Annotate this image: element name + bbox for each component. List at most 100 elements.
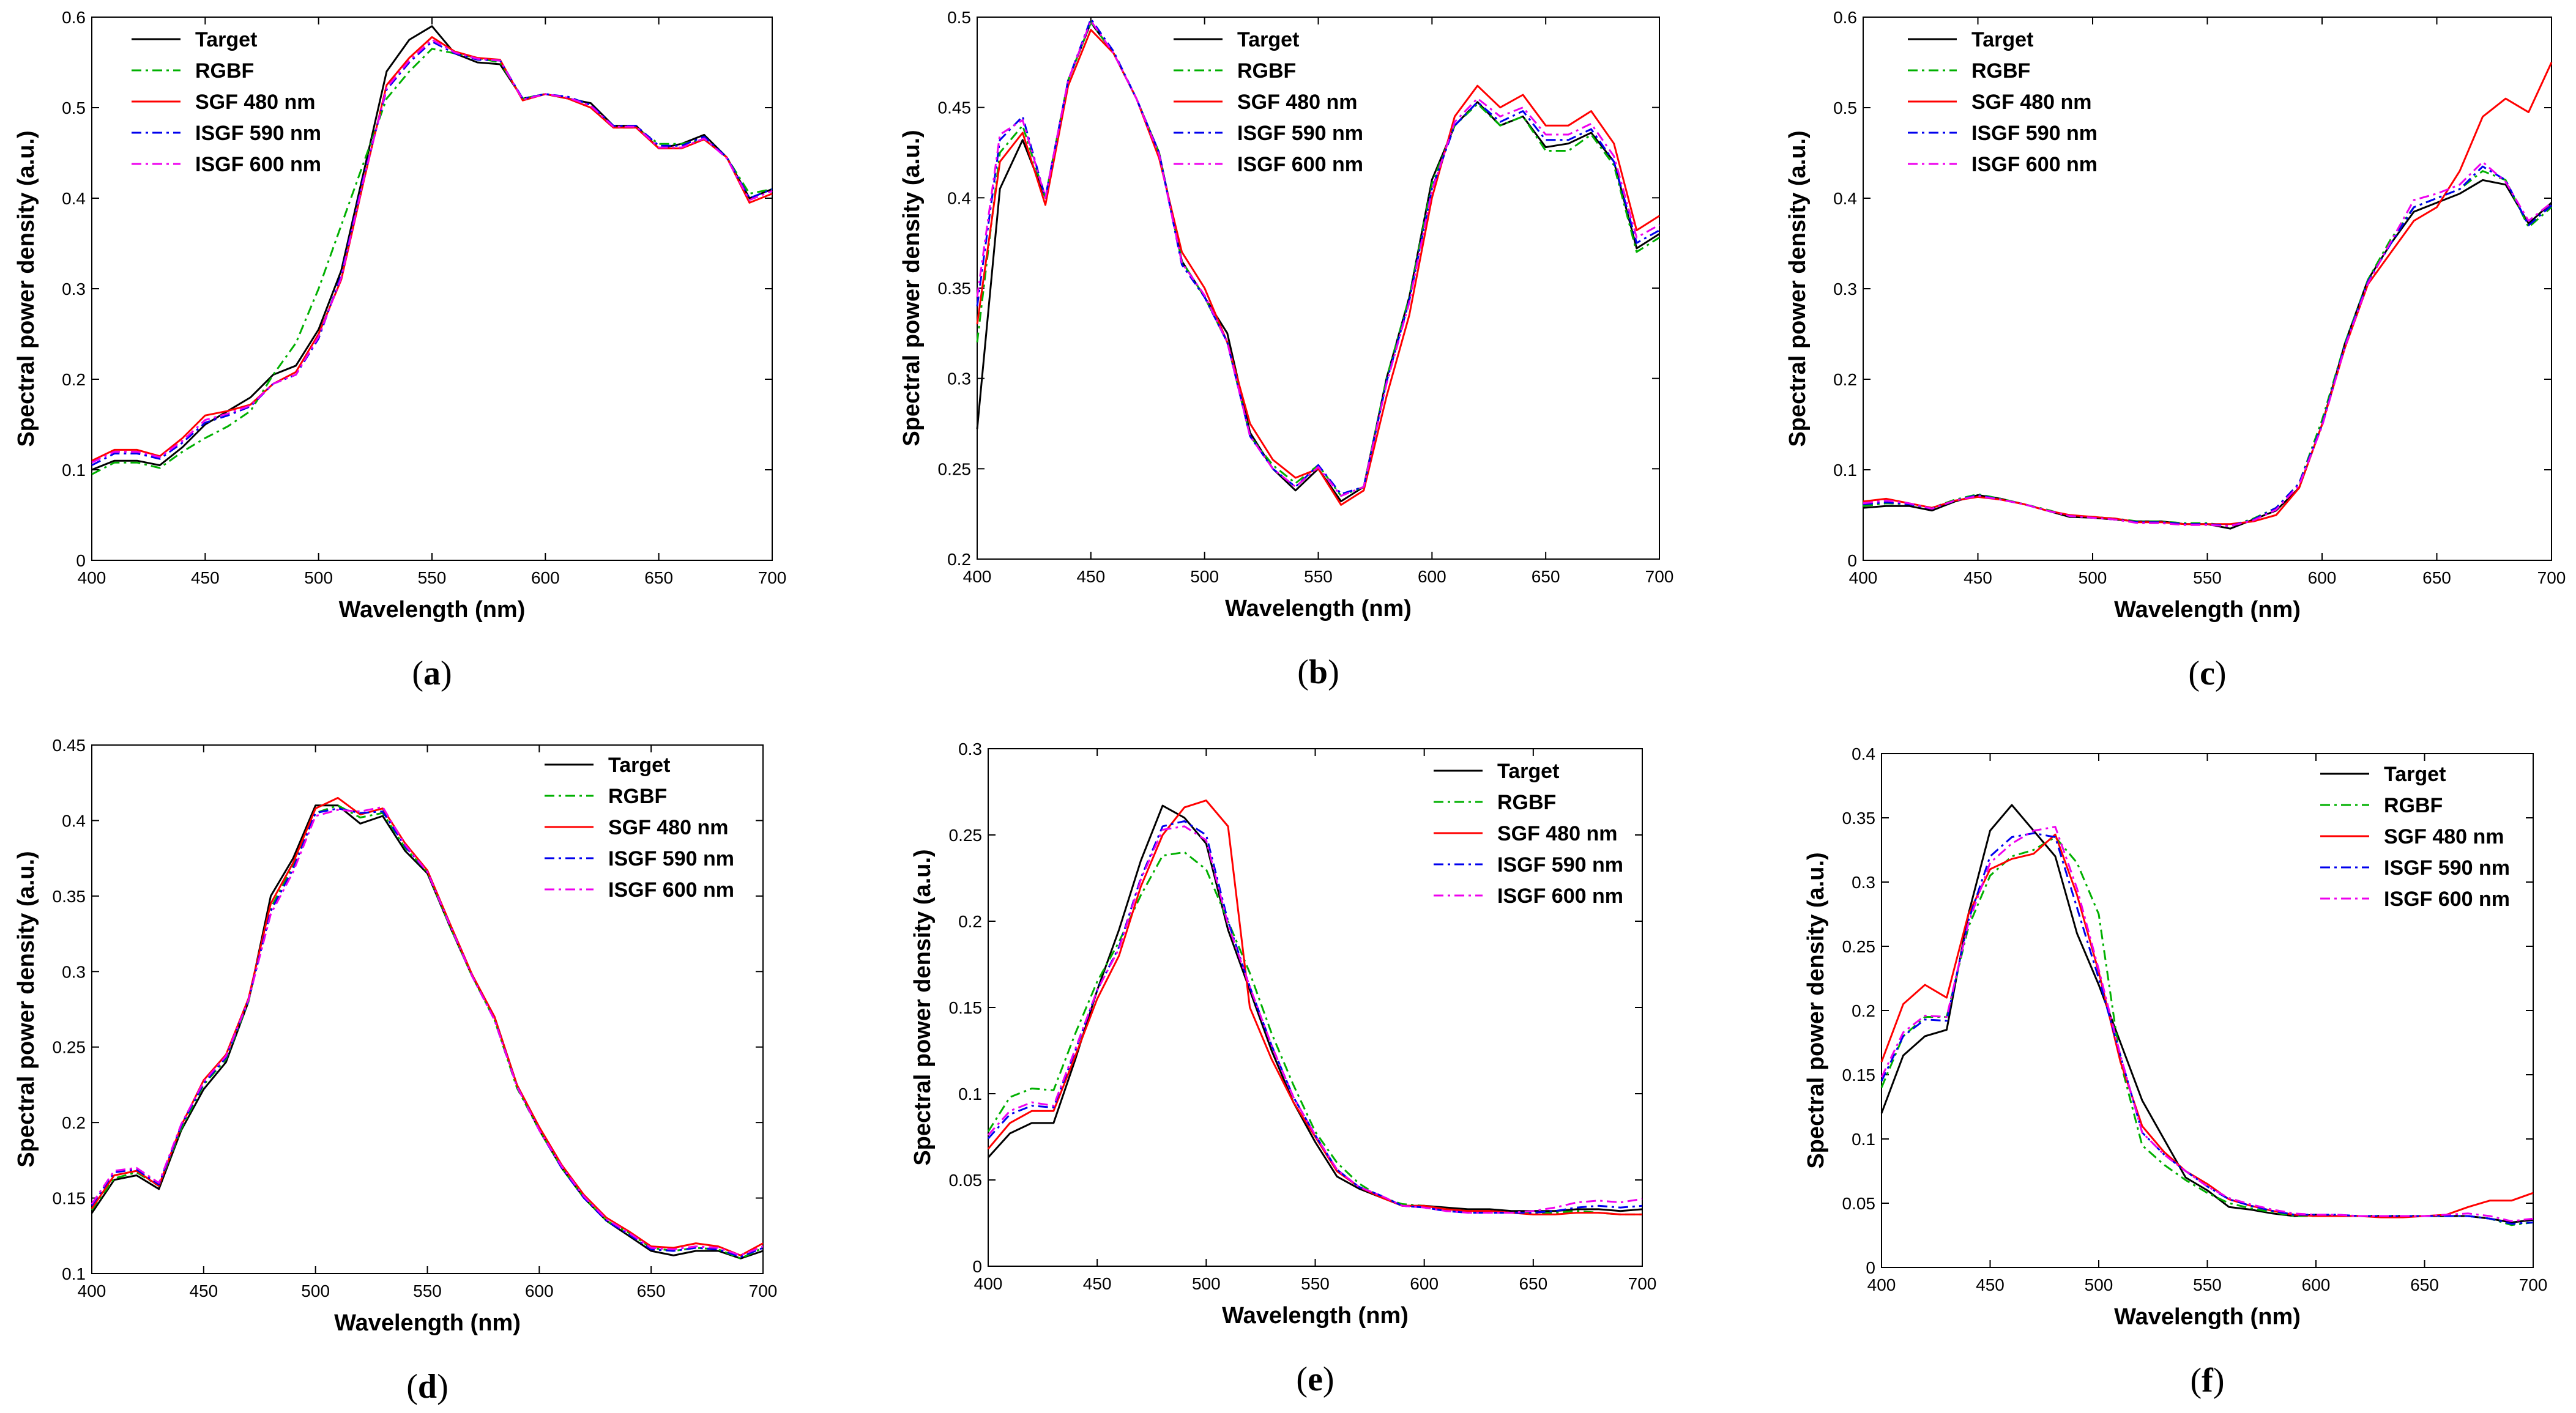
x-tick-label-e: 700 xyxy=(1628,1274,1657,1293)
y-tick-label-d: 0.4 xyxy=(62,811,86,830)
x-tick-label-e: 600 xyxy=(1410,1274,1439,1293)
x-tick-label-e: 550 xyxy=(1301,1274,1330,1293)
legend-label-f: Target xyxy=(2384,763,2446,786)
x-tick-label-b: 700 xyxy=(1645,567,1674,586)
series-line-a-target xyxy=(91,25,773,471)
y-tick-label-d: 0.25 xyxy=(53,1038,86,1057)
legend-label-f: ISGF 590 nm xyxy=(2384,856,2510,880)
legend-label-a: ISGF 590 nm xyxy=(195,122,321,145)
legend-label-d: RGBF xyxy=(608,785,667,808)
x-tick-label-e: 400 xyxy=(974,1274,1003,1293)
legend-label-e: Target xyxy=(1497,760,1559,783)
legend-label-d: ISGF 600 nm xyxy=(608,878,734,902)
legend-label-e: RGBF xyxy=(1497,791,1556,814)
x-tick-label-c: 400 xyxy=(1849,568,1878,587)
legend-label-c: RGBF xyxy=(1971,59,2030,83)
legend-label-e: ISGF 600 nm xyxy=(1497,885,1623,908)
legend-label-f: RGBF xyxy=(2384,794,2443,817)
panel-label-e: (e) xyxy=(1296,1360,1334,1398)
x-tick-label-c: 650 xyxy=(2422,568,2451,587)
panel-label-a: (a) xyxy=(412,655,452,692)
y-tick-label-b: 0.35 xyxy=(938,279,972,298)
legend-label-c: SGF 480 nm xyxy=(1971,91,2092,114)
series-line-d-isgf-600-nm xyxy=(91,806,764,1256)
y-axis-label-a: Spectral power density (a.u.) xyxy=(13,130,39,447)
x-tick-label-a: 500 xyxy=(304,568,333,587)
legend-label-b: ISGF 590 nm xyxy=(1237,122,1363,145)
series-line-d-target xyxy=(91,804,764,1259)
series-line-c-rgbf xyxy=(1863,170,2552,527)
panel-label-b: (b) xyxy=(1297,653,1339,691)
series-line-b-sgf-480-nm xyxy=(976,29,1660,506)
panel-label-f: (f) xyxy=(2191,1362,2225,1400)
legend-label-e: ISGF 590 nm xyxy=(1497,853,1623,877)
x-tick-label-c: 500 xyxy=(2079,568,2107,587)
legend-label-d: ISGF 590 nm xyxy=(608,847,734,870)
plot-area-c xyxy=(1863,17,2552,561)
x-tick-label-b: 650 xyxy=(1532,567,1560,586)
y-tick-label-a: 0.1 xyxy=(62,461,86,480)
y-tick-label-e: 0.05 xyxy=(949,1171,983,1190)
x-axis-label-c: Wavelength (nm) xyxy=(2114,597,2301,623)
y-axis-label-f: Spectral power density (a.u.) xyxy=(1803,852,1829,1168)
series-line-a-rgbf xyxy=(91,48,773,475)
x-tick-label-f: 600 xyxy=(2302,1275,2331,1294)
y-tick-label-b: 0.2 xyxy=(947,550,971,569)
y-tick-label-c: 0.3 xyxy=(1833,280,1857,299)
y-tick-label-d: 0.45 xyxy=(53,736,86,755)
legend-label-c: ISGF 600 nm xyxy=(1971,153,2098,176)
series-line-b-isgf-600-nm xyxy=(976,20,1660,497)
y-axis-label-c: Spectral power density (a.u.) xyxy=(1785,130,1811,447)
x-tick-label-d: 700 xyxy=(749,1281,778,1300)
x-tick-label-b: 550 xyxy=(1304,567,1333,586)
legend-label-b: Target xyxy=(1237,28,1299,51)
y-tick-label-c: 0.5 xyxy=(1833,98,1857,117)
y-axis-label-e: Spectral power density (a.u.) xyxy=(910,849,936,1165)
y-tick-label-a: 0.2 xyxy=(62,370,86,389)
x-tick-label-c: 700 xyxy=(2537,568,2566,587)
x-tick-label-b: 450 xyxy=(1076,567,1105,586)
legend-label-c: Target xyxy=(1971,28,2033,51)
x-tick-label-e: 650 xyxy=(1519,1274,1547,1293)
y-tick-label-d: 0.35 xyxy=(53,887,86,906)
x-tick-label-f: 400 xyxy=(1867,1275,1896,1294)
x-tick-label-c: 600 xyxy=(2308,568,2337,587)
y-tick-label-e: 0 xyxy=(972,1257,982,1276)
y-tick-label-e: 0.1 xyxy=(958,1085,982,1103)
y-tick-label-a: 0.6 xyxy=(62,8,86,27)
series-line-d-isgf-590-nm xyxy=(91,807,764,1258)
y-tick-label-e: 0.3 xyxy=(958,740,982,758)
legend-label-b: SGF 480 nm xyxy=(1237,91,1358,114)
x-tick-label-d: 400 xyxy=(78,1281,106,1300)
legend-label-b: ISGF 600 nm xyxy=(1237,153,1363,176)
x-tick-label-d: 600 xyxy=(525,1281,554,1300)
series-line-c-isgf-590-nm xyxy=(1863,165,2552,527)
x-axis-label-e: Wavelength (nm) xyxy=(1222,1303,1409,1329)
legend-label-a: ISGF 600 nm xyxy=(195,153,321,176)
y-axis-label-b: Spectral power density (a.u.) xyxy=(899,130,925,446)
y-axis-label-d: Spectral power density (a.u.) xyxy=(13,851,39,1167)
series-line-a-sgf-480-nm xyxy=(91,36,773,462)
x-axis-label-a: Wavelength (nm) xyxy=(339,597,526,623)
series-line-f-isgf-600-nm xyxy=(1880,826,2534,1222)
series-line-c-isgf-600-nm xyxy=(1863,161,2552,527)
y-tick-label-f: 0.35 xyxy=(1842,809,1876,828)
y-tick-label-f: 0 xyxy=(1866,1258,1875,1277)
x-tick-label-d: 500 xyxy=(301,1281,330,1300)
series-line-a-isgf-590-nm xyxy=(91,40,773,466)
x-tick-label-f: 650 xyxy=(2410,1275,2439,1294)
x-tick-label-b: 400 xyxy=(963,567,992,586)
y-tick-label-f: 0.4 xyxy=(1852,744,1875,763)
series-line-e-isgf-600-nm xyxy=(987,825,1643,1214)
y-tick-label-a: 0.5 xyxy=(62,98,86,117)
panel-label-c: (c) xyxy=(2188,655,2226,692)
y-tick-label-b: 0.45 xyxy=(938,98,972,117)
y-tick-label-c: 0.6 xyxy=(1833,8,1857,27)
legend-label-a: SGF 480 nm xyxy=(195,91,316,114)
x-tick-label-a: 400 xyxy=(78,568,106,587)
legend-label-b: RGBF xyxy=(1237,59,1296,83)
y-tick-label-d: 0.2 xyxy=(62,1113,86,1132)
y-tick-label-d: 0.1 xyxy=(62,1264,86,1283)
x-tick-label-b: 600 xyxy=(1418,567,1446,586)
